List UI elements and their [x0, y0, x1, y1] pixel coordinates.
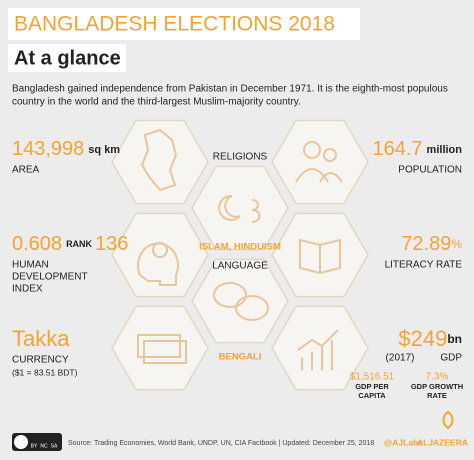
value: 164.7 [372, 138, 422, 160]
value: 0.608 [12, 233, 62, 255]
gdp-per-capita-label: GDP PER [355, 382, 389, 391]
literacy-value: 72.89% [401, 233, 462, 255]
title-box [8, 8, 360, 40]
crescent-icon [218, 194, 241, 221]
hexagon [111, 119, 209, 205]
hexagon [111, 305, 209, 391]
gdp-year: (2017) [386, 353, 415, 364]
license-text: BY [31, 443, 38, 449]
population-label: POPULATION [398, 165, 462, 176]
brand-logo [442, 410, 454, 430]
language-value: BENGALI [219, 352, 262, 363]
literacy-label: LITERACY RATE [385, 260, 463, 271]
license-text: SA [51, 443, 58, 449]
currency-value: Takka [12, 326, 70, 351]
gdp-value: $249bn [398, 326, 462, 351]
money-icon [143, 340, 187, 364]
gdp-label: GDP [440, 353, 462, 364]
om-icon [251, 199, 261, 223]
source: Source: Trading Economies, World Bank, U… [68, 440, 374, 447]
area-value: 143,998 sq km [12, 138, 120, 160]
unit: % [451, 237, 462, 251]
subtitle-box [8, 44, 126, 72]
rank-label: RANK [66, 239, 92, 249]
value: 143,998 [12, 138, 84, 160]
rank: 136 [95, 233, 128, 255]
unit: million [427, 144, 463, 156]
gdp-per-capita-value: $1,516.51 [350, 372, 395, 383]
book-icon [299, 238, 341, 275]
money-icon [137, 334, 181, 358]
hexagon [271, 119, 369, 205]
gdp-growth-label: GDP GROWTH [411, 382, 463, 391]
subtitle: At a glance [14, 47, 121, 69]
handle: @AJLabs [384, 437, 423, 447]
license-cc [14, 435, 28, 449]
bubble-icon [235, 295, 269, 321]
language-label: LANGUAGE [212, 261, 268, 272]
hexagon [111, 212, 209, 298]
unit: sq km [88, 144, 120, 156]
religions-label: RELIGIONS [213, 152, 268, 163]
hdi-value: 0.608 RANK 136 [12, 233, 128, 255]
title: BANGLADESH ELECTIONS 2018 [14, 13, 335, 36]
people-icon [303, 141, 321, 159]
value: 72.89 [401, 233, 451, 255]
hdi-label: DEVELOPMENT [12, 272, 88, 283]
currency-label: CURRENCY [12, 355, 69, 366]
intro-line: Bangladesh gained independence from Paki… [12, 84, 448, 95]
population-value: 164.7 million [372, 138, 462, 160]
hdi-label: HUMAN [12, 260, 49, 271]
gdp-growth-value: 7.3% [426, 372, 449, 383]
license-text: NC [40, 443, 48, 449]
bubble-icon [213, 282, 247, 308]
intro-line: country in the world and the third-large… [12, 97, 301, 108]
people-icon [295, 168, 343, 183]
hexagon [271, 305, 369, 391]
gear-icon [152, 242, 168, 258]
religions-value: ISLAM, HINDUISM [199, 242, 281, 253]
hexagon [191, 165, 289, 251]
area-label: AREA [12, 165, 40, 176]
people-icon [323, 148, 337, 162]
value: $249 [398, 326, 447, 351]
gdp-growth-label: RATE [427, 391, 447, 400]
unit: bn [447, 332, 462, 346]
brand: ALJAZEERA [417, 437, 468, 447]
chart-icon [297, 329, 339, 370]
icons [137, 128, 343, 370]
currency-note: ($1 = 83.51 BDT) [12, 367, 78, 377]
hdi-label: INDEX [12, 284, 43, 295]
gdp-per-capita-label: CAPITA [358, 391, 386, 400]
map-icon [140, 128, 178, 192]
